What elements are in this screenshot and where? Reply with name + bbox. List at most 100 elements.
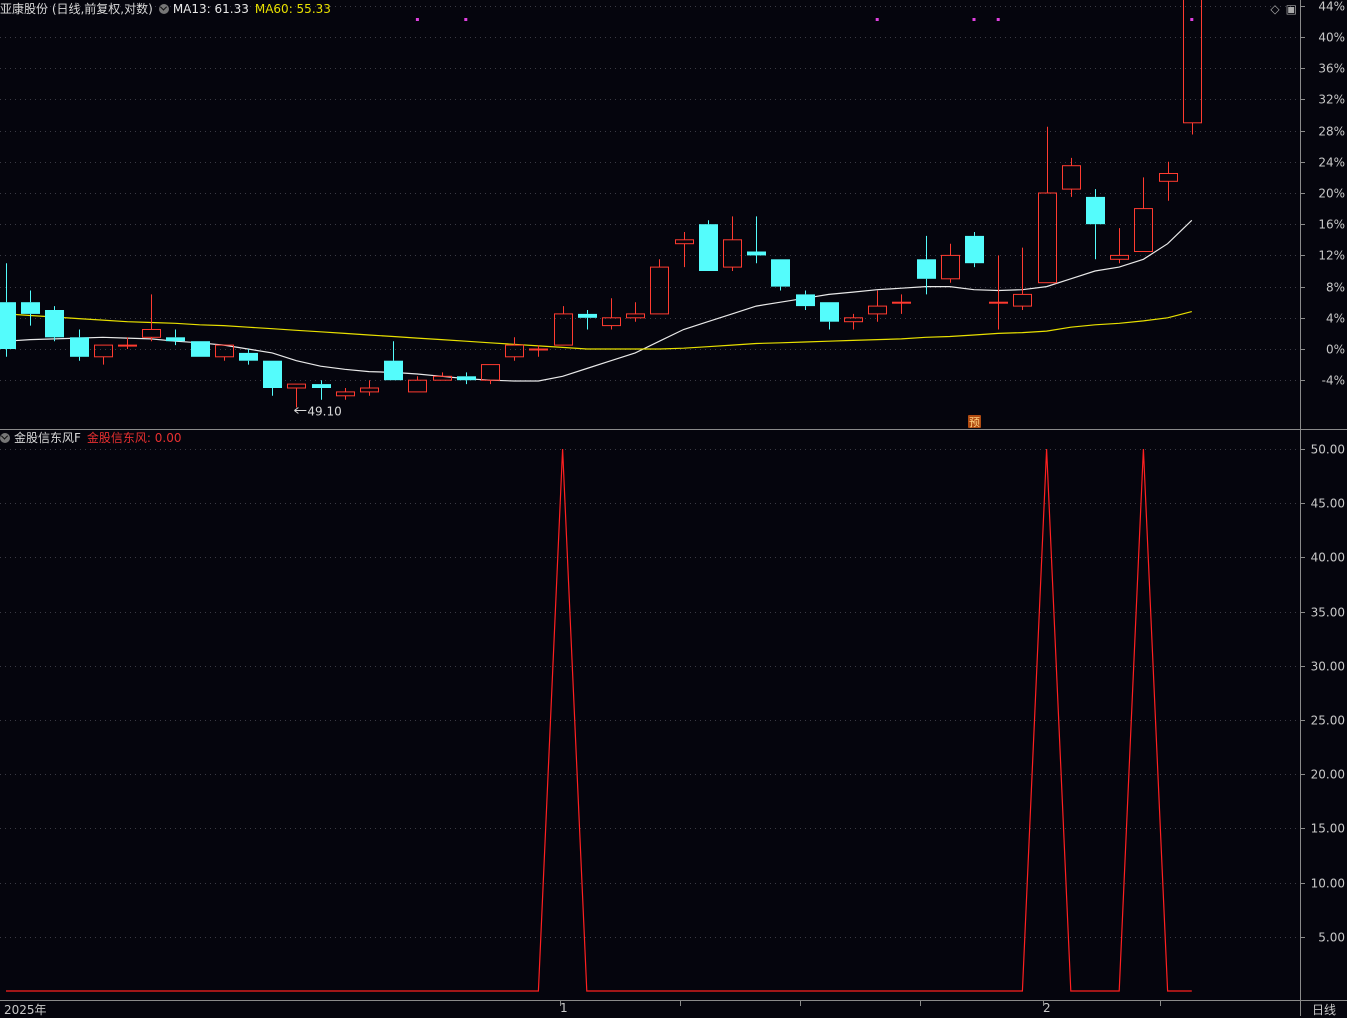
candle-body [70, 337, 89, 357]
candle-body [94, 344, 113, 358]
preview-badge-label: 预 [969, 416, 980, 429]
candle-body [650, 266, 669, 315]
candle [892, 294, 911, 314]
candle-body [360, 387, 379, 393]
month-label-2: 2 [1043, 1001, 1051, 1015]
candle [868, 290, 887, 322]
candle [1159, 161, 1178, 201]
candle [1086, 189, 1105, 260]
candle-body [0, 302, 16, 349]
candle [723, 216, 742, 271]
candle-body [481, 364, 500, 381]
main-tick-label: 20% [1318, 187, 1345, 201]
candle-body [529, 348, 548, 351]
candle [70, 329, 89, 361]
candle-body [1062, 165, 1081, 190]
main-tick-label: 0% [1326, 343, 1345, 357]
main-tick-label: 24% [1318, 156, 1345, 170]
candle-body [1086, 196, 1105, 225]
candle [312, 380, 331, 400]
candle-body [239, 352, 258, 361]
candle-body [626, 313, 645, 319]
candle-body [433, 375, 452, 381]
settings-toggle-icon[interactable] [158, 4, 169, 14]
candle-body [844, 317, 863, 323]
indicator-tick-label: 40.00 [1311, 551, 1345, 565]
candle [796, 290, 815, 310]
window-icon[interactable]: ▣ [1285, 2, 1297, 16]
indicator-line [6, 448, 1192, 992]
candle [747, 216, 766, 264]
candle [554, 306, 573, 346]
candle-body [771, 259, 790, 287]
main-tick-label: 4% [1326, 312, 1345, 326]
candle-body [384, 360, 403, 381]
period-label[interactable]: 日线 [1312, 1003, 1337, 1017]
ma60-line [5, 311, 1192, 350]
candle [263, 360, 282, 396]
candle-body [892, 301, 911, 304]
indicator-name[interactable]: 金股信东风F [14, 431, 81, 445]
candle [965, 232, 984, 268]
signal-marker [875, 18, 879, 21]
candle [191, 341, 210, 357]
indicator-tick-label: 15.00 [1311, 822, 1345, 836]
candle [1062, 157, 1081, 197]
diamond-icon[interactable]: ◇ [1270, 2, 1280, 16]
candle [384, 341, 403, 381]
candle-body [965, 235, 984, 264]
main-tick-label: 8% [1326, 281, 1345, 295]
candle-body [1183, 0, 1202, 124]
candle [1134, 177, 1153, 253]
indicator-value: 金股信东风: 0.00 [86, 431, 182, 445]
month-label-1: 1 [560, 1001, 568, 1015]
candle [408, 376, 427, 393]
main-tick-label: 40% [1318, 31, 1345, 45]
main-tick-label: 44% [1318, 0, 1345, 14]
main-tick-label: 28% [1318, 125, 1345, 139]
candle [21, 290, 40, 326]
signal-marker [1190, 18, 1194, 21]
candle-body [118, 344, 137, 347]
candle [675, 232, 694, 268]
candle-body [166, 337, 185, 342]
indicator-toggle-icon[interactable] [0, 433, 10, 443]
candle [433, 372, 452, 381]
candle-body [747, 251, 766, 256]
indicator-tick-label: 35.00 [1311, 606, 1345, 620]
candle [1013, 247, 1032, 310]
candle-body [820, 302, 839, 322]
stock-title[interactable]: 亚康股份 (日线,前复权,对数) [0, 2, 153, 16]
candle [336, 388, 355, 400]
candle-body [602, 317, 621, 327]
candle [941, 243, 960, 283]
candle [917, 235, 936, 295]
candles [0, 0, 1202, 408]
candle [0, 263, 16, 357]
signal-marker [972, 18, 976, 21]
candle [94, 344, 113, 365]
candle [481, 364, 500, 385]
candle-body [699, 224, 718, 271]
candle [45, 306, 64, 342]
candle [505, 337, 524, 361]
indicator-tick-label: 20.00 [1311, 768, 1345, 782]
top-right-icons: ◇ ▣ [1264, 2, 1297, 16]
main-tick-label: 16% [1318, 218, 1345, 232]
candle-body [263, 360, 282, 388]
preview-badge [968, 415, 981, 428]
main-tick-label: 32% [1318, 93, 1345, 107]
low-arrow [294, 407, 307, 414]
candle-body [408, 379, 427, 393]
main-tick-label: 12% [1318, 249, 1345, 263]
ma60-label: MA60: 55.33 [254, 2, 331, 16]
candle [844, 313, 863, 330]
candle-body [336, 391, 355, 397]
candle-body [45, 310, 64, 338]
candle [602, 298, 621, 330]
candle-body [21, 302, 40, 314]
candle-body [989, 301, 1008, 304]
candle [1110, 228, 1129, 264]
main-tick-label: -4% [1322, 374, 1345, 388]
